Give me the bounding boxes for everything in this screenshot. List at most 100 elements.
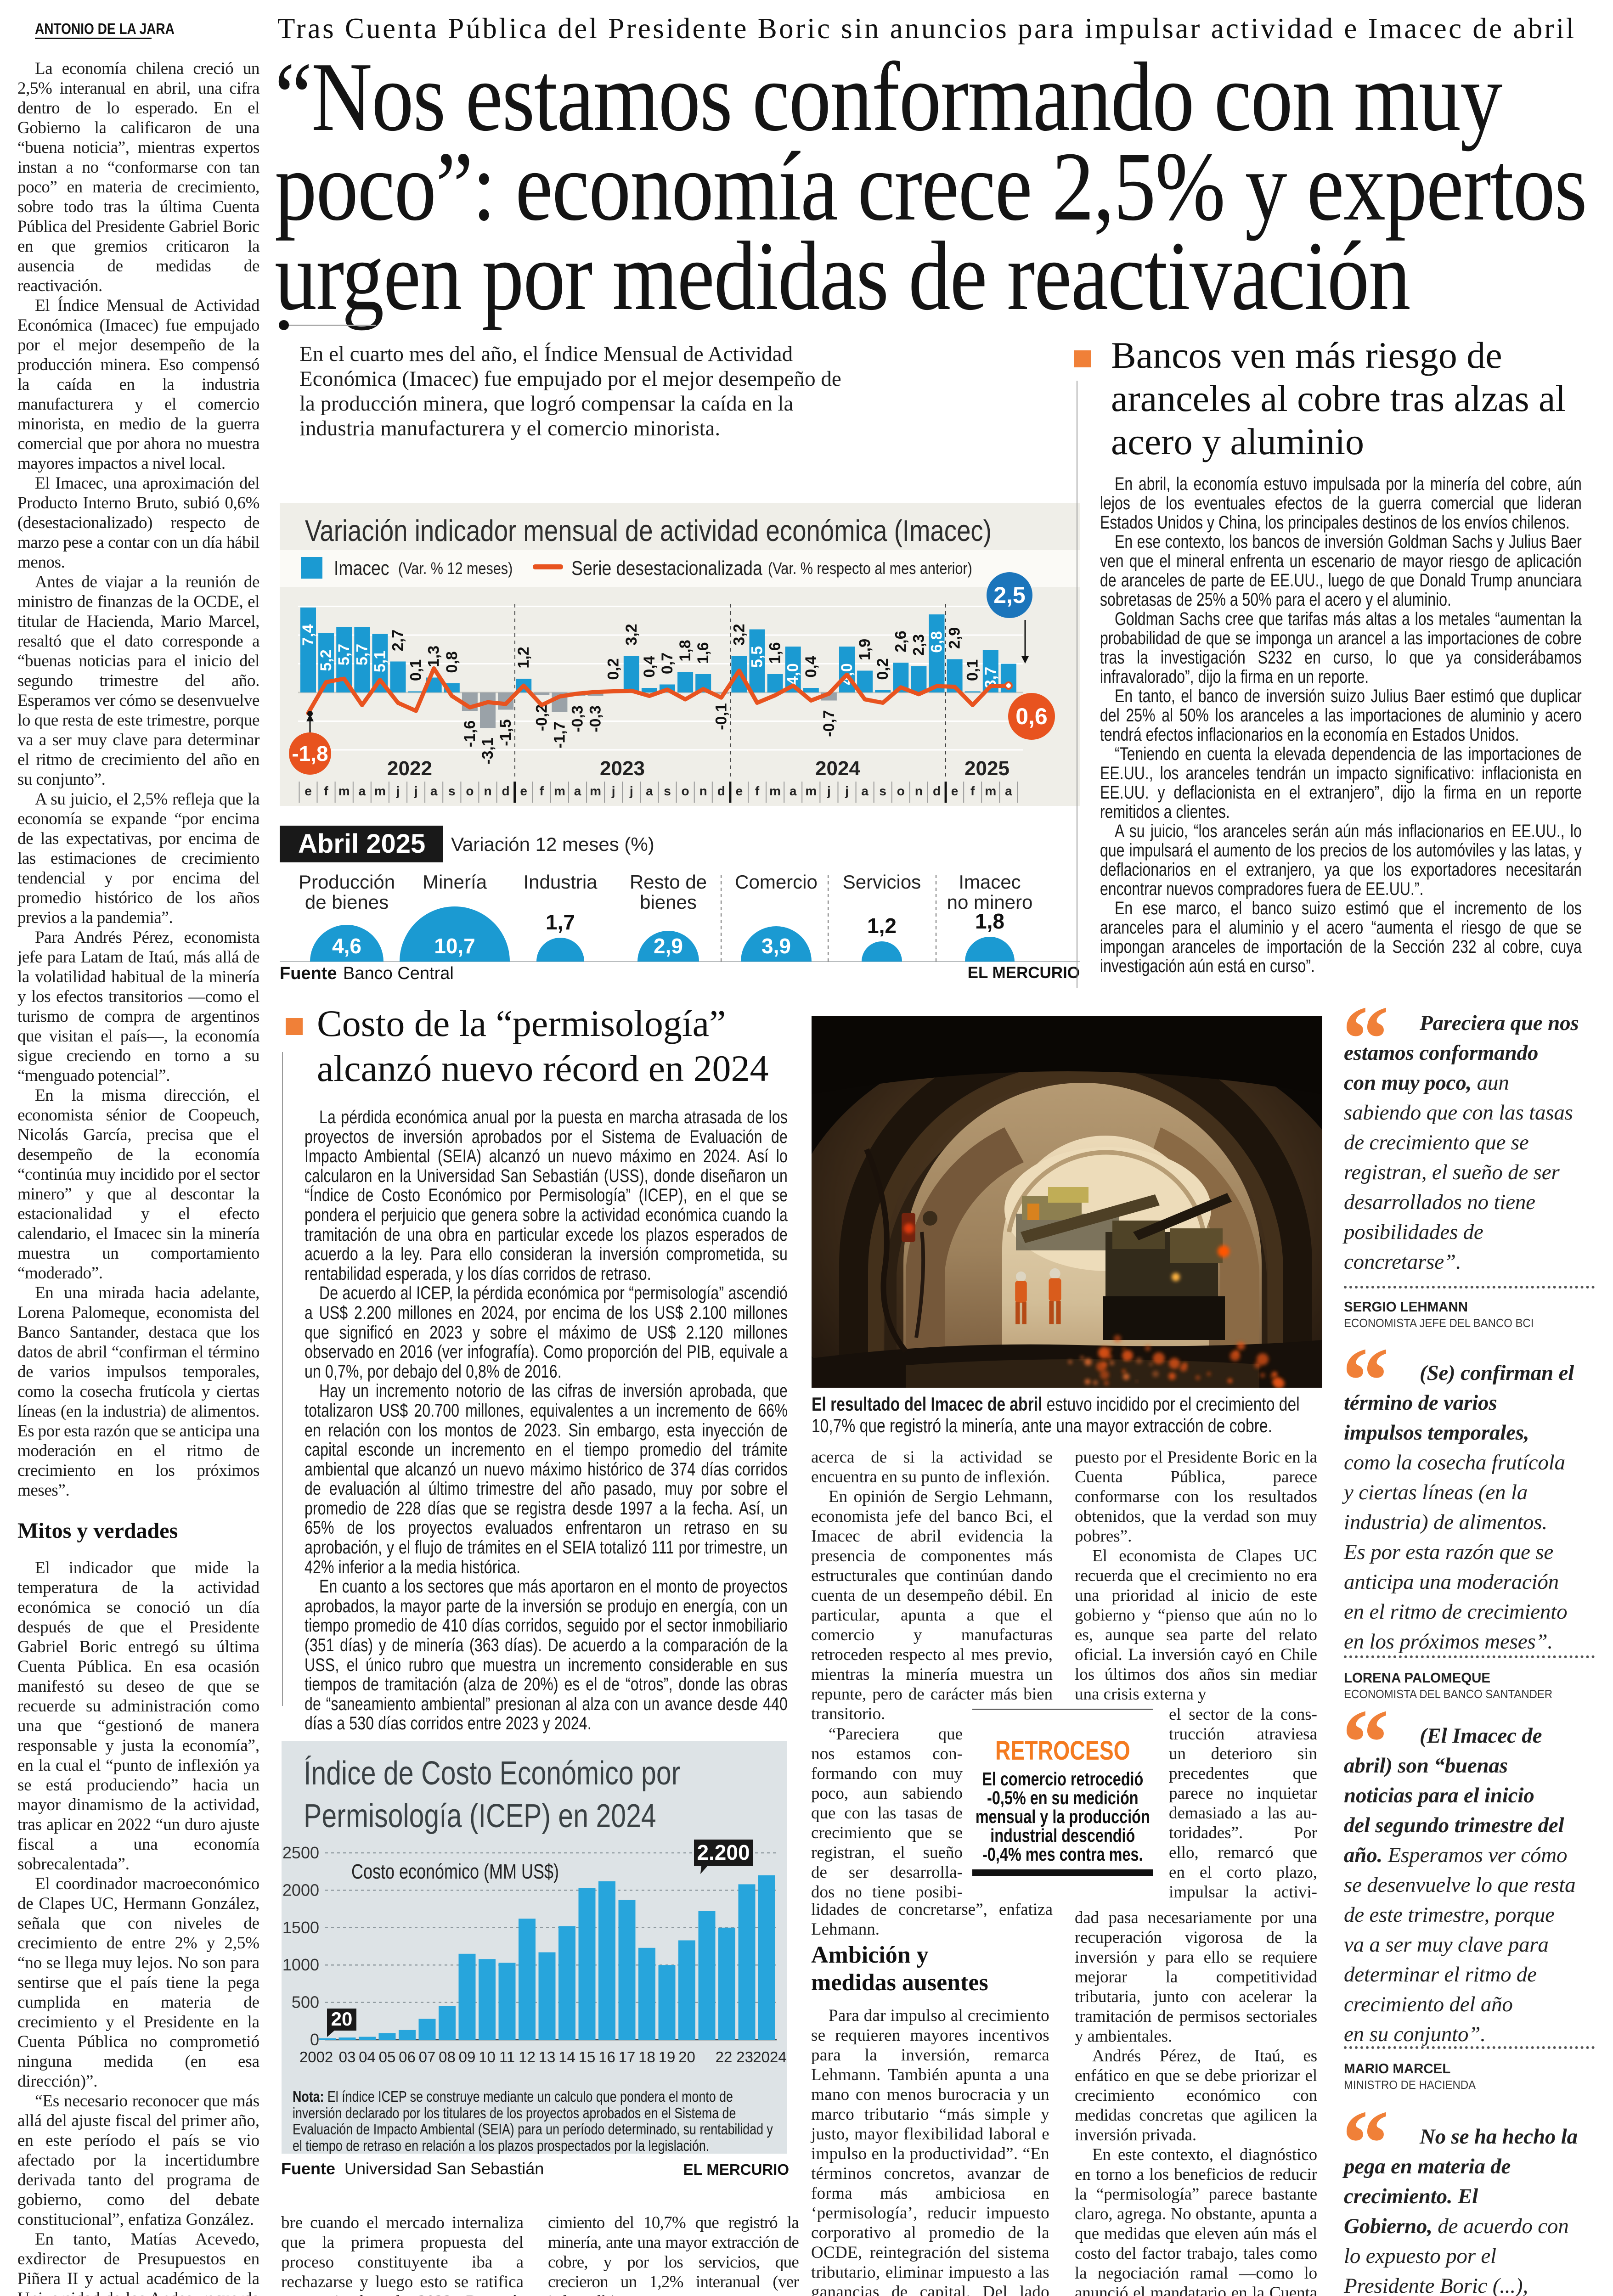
svg-text:2023: 2023 [600, 757, 645, 780]
svg-text:-0,2: -0,2 [533, 704, 550, 732]
svg-text:2022: 2022 [387, 757, 432, 780]
svg-text:0,2: 0,2 [605, 658, 622, 680]
svg-text:20: 20 [678, 2048, 695, 2065]
svg-text:Variación 12 meses (%): Variación 12 meses (%) [451, 833, 654, 855]
svg-text:s: s [448, 784, 456, 798]
svg-text:o: o [682, 784, 689, 798]
svg-text:12: 12 [519, 2048, 536, 2065]
svg-text:7,4: 7,4 [299, 624, 317, 646]
svg-text:j: j [396, 784, 400, 798]
svg-text:0,4: 0,4 [641, 656, 658, 677]
svg-text:d: d [502, 784, 510, 798]
svg-text:2,6: 2,6 [892, 630, 909, 652]
svg-text:23: 23 [736, 2048, 753, 2065]
svg-text:20: 20 [331, 2008, 353, 2030]
svg-text:2.200: 2.200 [697, 1840, 750, 1864]
svg-text:e: e [520, 784, 527, 798]
svg-text:04: 04 [359, 2048, 376, 2065]
svg-text:0,4: 0,4 [802, 656, 820, 677]
svg-text:Serie desestacionalizada: Serie desestacionalizada [571, 557, 762, 580]
svg-text:1,6: 1,6 [694, 642, 712, 664]
svg-text:Servicios: Servicios [843, 871, 921, 893]
svg-text:0,6: 0,6 [1015, 703, 1048, 729]
svg-text:1,7: 1,7 [546, 910, 575, 934]
svg-text:2,3: 2,3 [910, 634, 927, 656]
svg-text:13: 13 [539, 2048, 556, 2065]
svg-text:18: 18 [638, 2048, 655, 2065]
svg-text:(Var. % respecto al mes anteri: (Var. % respecto al mes anterior) [768, 560, 972, 578]
svg-text:0,7: 0,7 [659, 653, 676, 674]
svg-text:1,2: 1,2 [867, 914, 897, 938]
svg-text:Variación indicador mensual de: Variación indicador mensual de actividad… [305, 514, 992, 548]
svg-text:0,1: 0,1 [964, 659, 981, 681]
svg-text:2,7: 2,7 [389, 630, 407, 651]
svg-text:10: 10 [479, 2048, 496, 2065]
svg-text:Imacec: Imacec [959, 871, 1021, 893]
svg-text:1,2: 1,2 [515, 647, 532, 668]
svg-text:2,5: 2,5 [993, 582, 1026, 608]
svg-text:5,7: 5,7 [335, 644, 353, 665]
svg-text:10,7: 10,7 [434, 934, 475, 958]
svg-text:e: e [305, 784, 312, 798]
svg-text:3,2: 3,2 [623, 624, 640, 645]
svg-text:-1,6: -1,6 [461, 720, 479, 748]
svg-text:03: 03 [339, 2048, 356, 2065]
svg-text:0: 0 [310, 2030, 319, 2049]
svg-text:-3,1: -3,1 [479, 737, 496, 765]
svg-text:2024: 2024 [753, 2048, 786, 2065]
svg-text:5,2: 5,2 [317, 649, 335, 671]
svg-text:2,9: 2,9 [654, 934, 683, 958]
svg-text:Banco Central: Banco Central [343, 964, 454, 980]
svg-text:Resto de: Resto de [630, 871, 707, 893]
svg-text:Imacec: Imacec [334, 557, 389, 580]
svg-text:f: f [970, 784, 975, 798]
svg-text:1,9: 1,9 [856, 639, 874, 660]
svg-text:EL MERCURIO: EL MERCURIO [968, 964, 1080, 980]
svg-text:a: a [1005, 784, 1012, 798]
svg-text:3,2: 3,2 [730, 624, 748, 645]
svg-text:(Var. % 12 meses): (Var. % 12 meses) [398, 560, 513, 578]
svg-text:-0,3: -0,3 [569, 705, 587, 732]
svg-text:07: 07 [419, 2048, 436, 2065]
svg-text:j: j [611, 784, 615, 798]
svg-text:Minería: Minería [423, 871, 487, 893]
svg-text:o: o [466, 784, 474, 798]
svg-text:j: j [845, 784, 849, 798]
svg-text:2,9: 2,9 [946, 627, 964, 649]
svg-text:e: e [951, 784, 959, 798]
svg-text:Abril 2025: Abril 2025 [298, 829, 425, 859]
svg-text:a: a [790, 784, 797, 798]
svg-text:Fuente: Fuente [280, 964, 337, 980]
svg-text:Comercio: Comercio [735, 871, 818, 893]
svg-text:500: 500 [292, 1993, 319, 2012]
svg-text:05: 05 [379, 2048, 396, 2065]
svg-text:-0,3: -0,3 [587, 705, 604, 732]
svg-text:a: a [574, 784, 581, 798]
svg-text:m: m [805, 784, 817, 798]
svg-text:0,8: 0,8 [443, 651, 461, 673]
svg-text:f: f [540, 784, 544, 798]
svg-text:m: m [374, 784, 386, 798]
svg-text:Producción: Producción [299, 871, 395, 893]
svg-text:s: s [664, 784, 671, 798]
svg-text:d: d [933, 784, 941, 798]
svg-text:j: j [827, 784, 831, 798]
svg-text:16: 16 [598, 2048, 615, 2065]
svg-text:f: f [324, 784, 328, 798]
svg-text:n: n [915, 784, 923, 798]
svg-text:6,8: 6,8 [928, 631, 946, 653]
svg-text:06: 06 [399, 2048, 416, 2065]
svg-text:1,3: 1,3 [425, 646, 443, 667]
svg-text:a: a [430, 784, 438, 798]
svg-text:1,8: 1,8 [975, 909, 1004, 933]
svg-text:e: e [736, 784, 743, 798]
svg-text:0,2: 0,2 [874, 658, 891, 680]
svg-text:m: m [985, 784, 996, 798]
svg-text:2000: 2000 [282, 1880, 319, 1899]
svg-text:de bienes: de bienes [305, 891, 389, 913]
svg-text:m: m [554, 784, 565, 798]
svg-text:3,9: 3,9 [761, 934, 791, 958]
svg-text:f: f [755, 784, 760, 798]
svg-text:m: m [338, 784, 350, 798]
svg-text:1500: 1500 [282, 1918, 319, 1937]
